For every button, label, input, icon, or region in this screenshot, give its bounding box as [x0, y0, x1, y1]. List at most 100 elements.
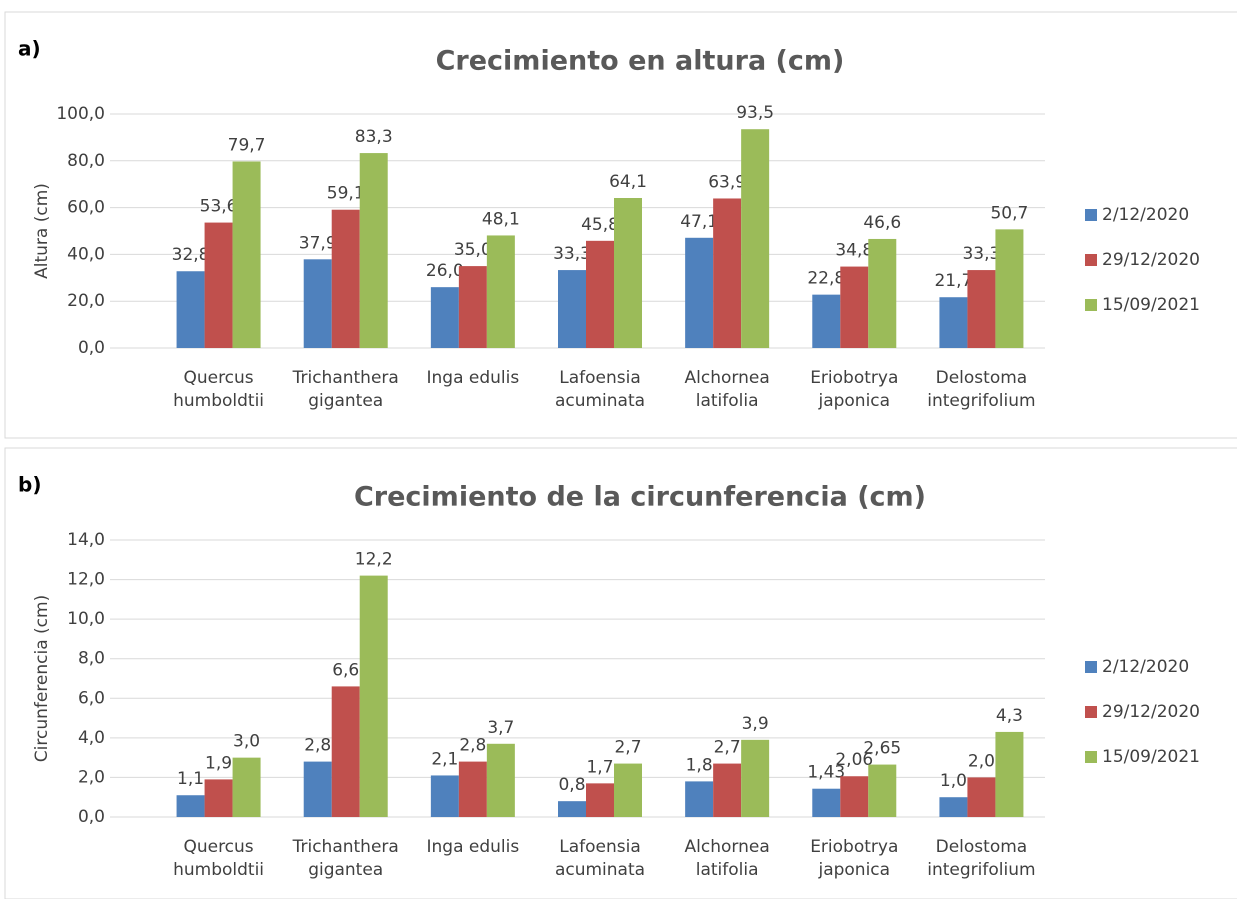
bar — [558, 801, 586, 817]
data-label: 2,06 — [835, 750, 873, 770]
data-label: 2,65 — [863, 739, 901, 759]
bar — [812, 788, 841, 817]
y-tick-label: 20,0 — [67, 291, 105, 311]
data-label: 53,6 — [200, 197, 238, 217]
data-label: 3,9 — [742, 714, 769, 734]
y-tick-label: 12,0 — [67, 570, 105, 590]
data-label: 6,6 — [332, 660, 359, 680]
data-label: 1,9 — [205, 753, 232, 773]
bar — [614, 198, 642, 348]
bar — [614, 763, 642, 817]
bar — [303, 761, 332, 817]
bar — [458, 761, 487, 817]
data-label: 2,8 — [304, 736, 331, 756]
x-tick-label: Trichanthera gigantea — [292, 368, 399, 411]
bar — [359, 575, 388, 817]
legend-swatch — [1085, 706, 1097, 718]
y-tick-label: 40,0 — [67, 244, 105, 264]
data-label: 1,1 — [177, 769, 204, 789]
chart-frame — [4, 11, 1237, 439]
data-label: 33,3 — [962, 244, 1000, 264]
legend-label: 2/12/2020 — [1102, 657, 1189, 677]
bar — [685, 781, 714, 817]
y-tick-label: 0,0 — [78, 807, 105, 827]
bar — [486, 235, 515, 348]
y-tick-label: 14,0 — [67, 530, 105, 550]
data-label: 1,7 — [586, 757, 613, 777]
x-tick-label: Alchornea latifolia — [685, 368, 770, 411]
bar — [685, 237, 714, 348]
data-label: 33,3 — [553, 244, 591, 264]
data-label: 12,2 — [355, 550, 393, 570]
data-label: 2,7 — [714, 738, 741, 758]
bar — [939, 797, 968, 817]
x-tick-label: Inga edulis — [426, 368, 519, 388]
bar — [741, 129, 770, 348]
data-label: 50,7 — [990, 203, 1028, 223]
bar — [176, 795, 205, 817]
y-tick-label: 80,0 — [67, 151, 105, 171]
panel-label: b) — [18, 473, 41, 497]
data-label: 83,3 — [355, 127, 393, 147]
data-label: 1,43 — [807, 763, 845, 783]
data-label: 63,9 — [708, 172, 746, 192]
legend-label: 15/09/2021 — [1102, 747, 1200, 767]
y-tick-label: 2,0 — [78, 767, 105, 787]
data-label: 22,8 — [807, 269, 845, 289]
bar — [713, 763, 742, 817]
data-label: 64,1 — [609, 172, 647, 192]
bar — [176, 271, 205, 348]
data-label: 35,0 — [454, 240, 492, 260]
legend-swatch — [1085, 751, 1097, 763]
chart: a) Crecimiento en altura (cm) Altura (cm) 0… — [4, 11, 1237, 439]
bar — [741, 739, 770, 817]
legend-swatch — [1085, 209, 1097, 221]
data-label: 21,7 — [934, 271, 972, 291]
data-label: 1,0 — [940, 771, 967, 791]
data-label: 2,7 — [614, 738, 641, 758]
bar — [458, 266, 487, 348]
chart: b) Crecimiento de la circunferencia (cm) C… — [4, 447, 1237, 899]
bar — [331, 209, 360, 348]
bar — [995, 229, 1024, 348]
legend-label: 15/09/2021 — [1102, 295, 1200, 315]
data-label: 32,8 — [172, 245, 210, 265]
data-label: 2,8 — [459, 736, 486, 756]
bar — [430, 775, 459, 817]
y-tick-label: 8,0 — [78, 649, 105, 669]
bar — [868, 238, 897, 348]
x-tick-label: Eriobotrya japonica — [810, 837, 898, 880]
bar — [303, 259, 332, 348]
bar — [331, 686, 360, 817]
bar — [840, 266, 869, 348]
data-label: 37,9 — [299, 233, 337, 253]
bar — [812, 294, 841, 348]
x-tick-label: Lafoensia acuminata — [555, 368, 645, 411]
bar — [430, 287, 459, 348]
y-tick-label: 100,0 — [56, 104, 105, 124]
y-axis-title: Altura (cm) — [32, 183, 52, 279]
bar — [232, 757, 261, 817]
data-label: 46,6 — [863, 213, 901, 233]
data-label: 93,5 — [736, 103, 774, 123]
data-label: 2,0 — [968, 751, 995, 771]
bar — [939, 297, 968, 348]
chart-title: Crecimiento de la circunferencia (cm) — [354, 482, 926, 513]
x-tick-label: Delostoma integrifolium — [927, 837, 1035, 880]
chart-title: Crecimiento en altura (cm) — [436, 46, 845, 77]
bar — [204, 222, 233, 348]
bar — [840, 776, 869, 817]
bar — [967, 270, 996, 348]
data-label: 45,8 — [581, 215, 619, 235]
data-label: 34,8 — [835, 241, 873, 261]
x-tick-label: Inga edulis — [426, 837, 519, 857]
data-label: 26,0 — [426, 261, 464, 281]
data-label: 47,1 — [680, 212, 718, 232]
data-label: 1,8 — [686, 755, 713, 775]
data-label: 3,7 — [487, 718, 514, 738]
bar — [868, 764, 897, 817]
bar — [204, 779, 233, 817]
legend-label: 2/12/2020 — [1102, 205, 1189, 225]
bar — [558, 270, 586, 348]
